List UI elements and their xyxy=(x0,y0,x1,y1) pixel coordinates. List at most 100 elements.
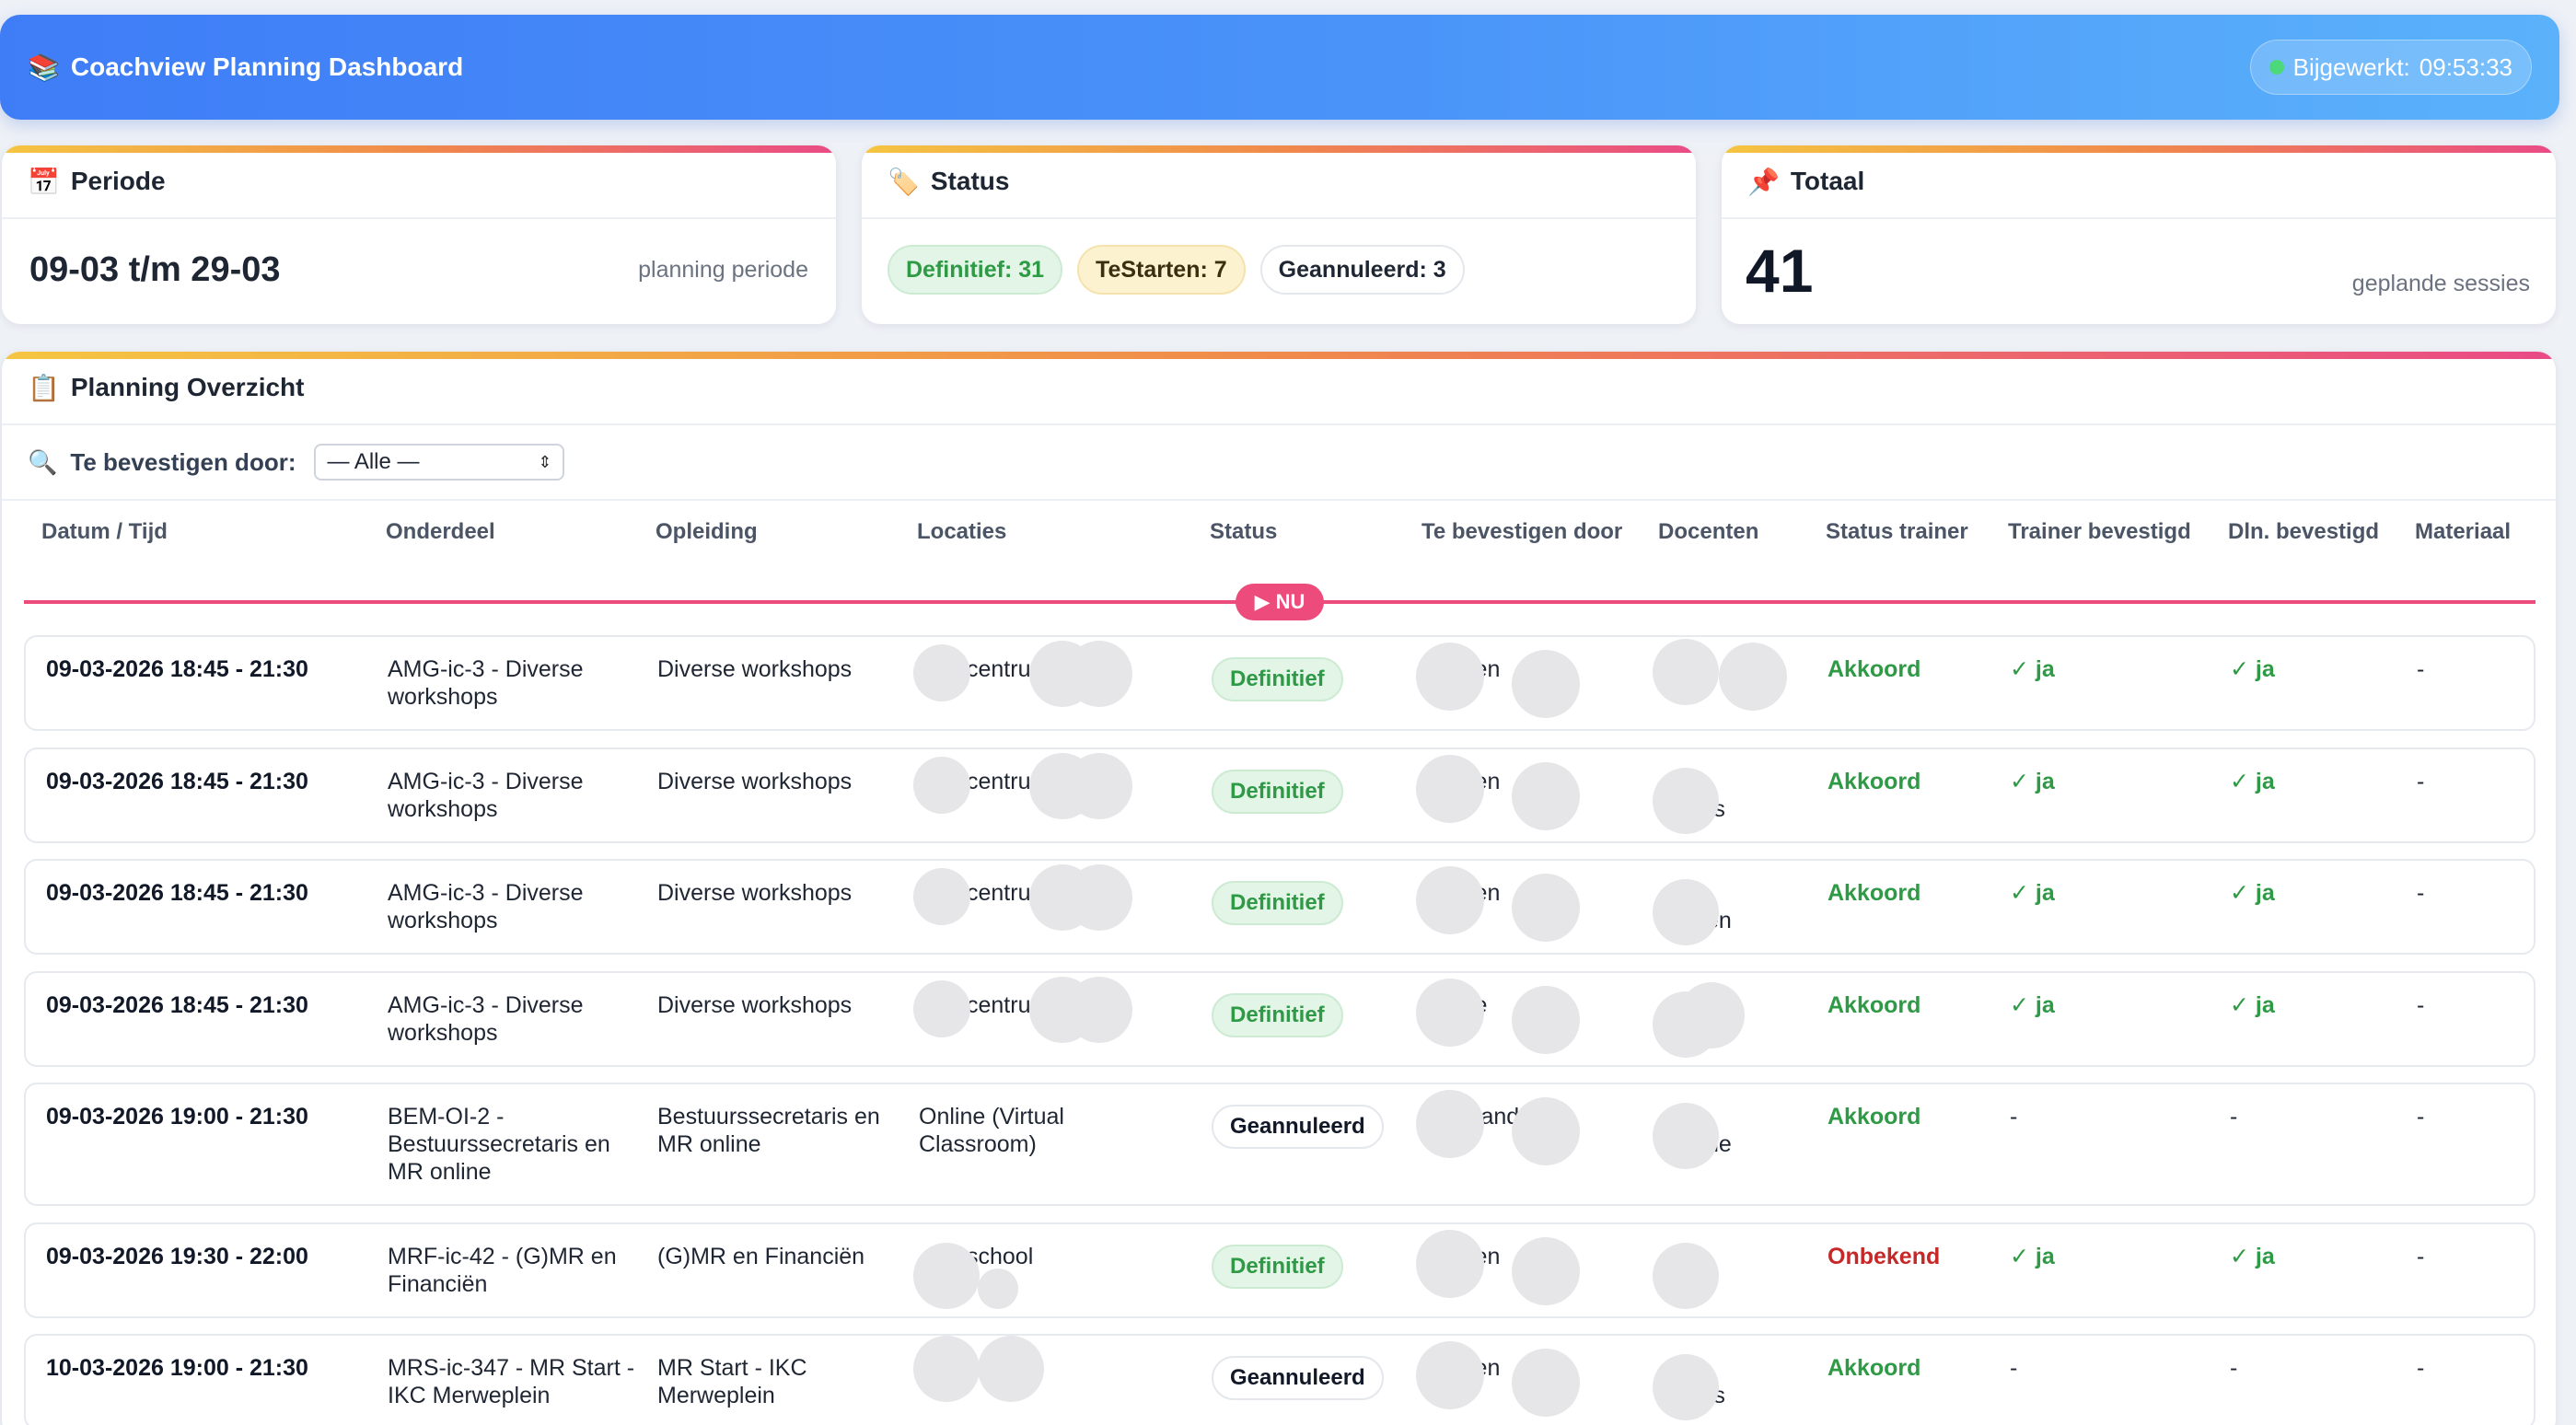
cell-status-trainer: Onbekend xyxy=(1828,1244,1941,1269)
status-title: Status xyxy=(930,167,1010,195)
redaction-blur xyxy=(1653,639,1719,705)
periode-value: 09-03 t/m 29-03 xyxy=(29,249,281,289)
redaction-blur xyxy=(1653,879,1719,945)
planning-overview-header: 📋 Planning Overzicht xyxy=(2,352,2556,425)
last-updated-badge: Bijgewerkt: 09:53:33 xyxy=(2249,40,2532,95)
cell-docenten: rs xyxy=(1706,795,1844,823)
redaction-blur xyxy=(913,757,970,814)
cell-materiaal: - xyxy=(2417,1104,2425,1130)
col-onderdeel[interactable]: Onderdeel xyxy=(386,519,495,544)
redaction-blur xyxy=(1416,1230,1484,1298)
live-dot-icon xyxy=(2269,60,2284,75)
cell-onderdeel: BEM-OI-2 - Bestuurssecretaris en MR onli… xyxy=(388,1104,610,1185)
cell-onderdeel: AMG-ic-3 - Diverse workshops xyxy=(388,992,584,1046)
cell-trainer-bevestigd: ✓ ja xyxy=(2010,992,2055,1018)
col-datum-tijd[interactable]: Datum / Tijd xyxy=(41,519,168,544)
status-badge: Definitief xyxy=(1212,657,1343,701)
cell-status-trainer: Akkoord xyxy=(1828,1355,1921,1381)
redaction-blur xyxy=(1653,1103,1719,1169)
cell-onderdeel: AMG-ic-3 - Diverse workshops xyxy=(388,769,584,822)
cell-status-trainer: Akkoord xyxy=(1828,880,1921,906)
redaction-blur xyxy=(1416,1090,1484,1158)
search-icon: 🔍 xyxy=(28,447,58,476)
cell-dln-bevestigd: - xyxy=(2230,1104,2238,1130)
cell-dln-bevestigd: ✓ ja xyxy=(2230,992,2275,1018)
select-updown-icon: ⇕ xyxy=(538,452,552,471)
redaction-blur xyxy=(1416,866,1484,934)
confirm-by-select-value: — Alle — xyxy=(327,449,420,474)
cell-opleiding: (G)MR en Financiën xyxy=(657,1244,865,1269)
confirm-by-select[interactable]: — Alle — ⇕ xyxy=(314,444,565,481)
status-card-header: 🏷️ Status xyxy=(862,145,1696,219)
cell-locatie: school xyxy=(967,1244,1034,1269)
cell-materiaal: - xyxy=(2417,656,2425,682)
cell-trainer-bevestigd: ✓ ja xyxy=(2010,1244,2055,1269)
cell-docenten: ne xyxy=(1706,1131,1732,1157)
col-opleiding[interactable]: Opleiding xyxy=(656,519,758,544)
table-row[interactable]: 09-03-2026 18:45 - 21:30 AMG-ic-3 - Diver… xyxy=(24,859,2535,955)
status-badge: Geannuleerd xyxy=(1212,1356,1384,1400)
redaction-blur xyxy=(1512,1237,1580,1305)
app-header: 📚 Coachview Planning Dashboard Bijgewerk… xyxy=(0,15,2559,120)
cell-onderdeel: MRS-ic-347 - MR Start - IKC Merweplein xyxy=(388,1355,635,1408)
redaction-blur xyxy=(913,644,970,701)
status-badge: Geannuleerd xyxy=(1212,1105,1384,1149)
cell-materiaal: - xyxy=(2417,1355,2425,1381)
testarten-count-badge: TeStarten: 7 xyxy=(1077,245,1246,295)
col-dln-bevestigd[interactable]: Dln. bevestigd xyxy=(2228,519,2380,544)
now-indicator-badge: ▶ NU xyxy=(1236,584,1324,620)
redaction-blur xyxy=(1416,979,1484,1047)
cell-opleiding: Diverse workshops xyxy=(657,769,853,794)
redaction-blur xyxy=(1416,1341,1484,1409)
redaction-blur xyxy=(1512,1097,1580,1165)
col-trainer-bevestigd[interactable]: Trainer bevestigd xyxy=(2008,519,2191,544)
col-locaties[interactable]: Locaties xyxy=(917,519,1007,544)
cell-opleiding: MR Start - IKC Merweplein xyxy=(657,1355,807,1408)
table-row[interactable]: 09-03-2026 19:00 - 21:30 BEM-OI-2 - Bestu… xyxy=(24,1083,2535,1206)
cell-onderdeel: AMG-ic-3 - Diverse workshops xyxy=(388,880,584,933)
calendar-icon: 📅 xyxy=(28,167,60,196)
cell-opleiding: Diverse workshops xyxy=(657,992,853,1018)
cell-datum-tijd: 10-03-2026 19:00 - 21:30 xyxy=(46,1355,308,1381)
planning-overview-panel: 📋 Planning Overzicht 🔍 Te bevestigen doo… xyxy=(2,352,2556,1425)
totaal-card: 📌 Totaal 41 geplande sessies xyxy=(1722,145,2556,324)
cell-opleiding: Diverse workshops xyxy=(657,880,853,906)
cell-onderdeel: MRF-ic-42 - (G)MR en Financiën xyxy=(388,1244,617,1297)
totaal-value: 41 xyxy=(1746,237,1814,305)
periode-label: planning periode xyxy=(638,256,808,283)
table-row[interactable]: 09-03-2026 18:45 - 21:30 AMG-ic-3 - Diver… xyxy=(24,747,2535,843)
redaction-blur xyxy=(1066,641,1132,707)
table-row[interactable]: 10-03-2026 19:00 - 21:30 MRS-ic-347 - MR … xyxy=(24,1334,2535,1425)
col-materiaal[interactable]: Materiaal xyxy=(2415,519,2512,544)
redaction-blur xyxy=(913,980,970,1037)
cell-locatie: Online (Virtual Classroom) xyxy=(919,1104,1064,1157)
status-badge: Definitief xyxy=(1212,993,1343,1037)
redaction-blur xyxy=(1512,874,1580,942)
table-row[interactable]: 09-03-2026 18:45 - 21:30 AMG-ic-3 - Diver… xyxy=(24,635,2535,731)
definitief-count-badge: Definitief: 31 xyxy=(888,245,1063,295)
periode-card: 📅 Periode 09-03 t/m 29-03 planning perio… xyxy=(2,145,836,324)
cell-opleiding: Diverse workshops xyxy=(657,656,853,682)
status-card: 🏷️ Status Definitief: 31 TeStarten: 7 Ge… xyxy=(862,145,1696,324)
filter-label: Te bevestigen door: xyxy=(70,447,296,476)
periode-card-header: 📅 Periode xyxy=(2,145,836,219)
table-row[interactable]: 09-03-2026 19:30 - 22:00 MRF-ic-42 - (G)M… xyxy=(24,1222,2535,1318)
cell-status-trainer: Akkoord xyxy=(1828,1104,1921,1130)
geannuleerd-count-badge: Geannuleerd: 3 xyxy=(1259,245,1465,295)
col-te-bevestigen-door[interactable]: Te bevestigen door xyxy=(1421,519,1623,544)
updated-label: Bijgewerkt: xyxy=(2292,52,2410,81)
status-badge: Definitief xyxy=(1212,1245,1343,1289)
redaction-blur xyxy=(1719,643,1787,711)
redaction-blur xyxy=(1653,768,1719,834)
cell-status-trainer: Akkoord xyxy=(1828,992,1921,1018)
status-badge: Definitief xyxy=(1212,770,1343,814)
table-row[interactable]: 09-03-2026 18:45 - 21:30 AMG-ic-3 - Diver… xyxy=(24,971,2535,1067)
redaction-blur xyxy=(1512,762,1580,830)
periode-title: Periode xyxy=(70,167,166,195)
col-docenten[interactable]: Docenten xyxy=(1658,519,1759,544)
updated-time: 09:53:33 xyxy=(2419,52,2512,81)
col-status-trainer[interactable]: Status trainer xyxy=(1826,519,1968,544)
totaal-label: geplande sessies xyxy=(2351,271,2530,296)
totaal-card-header: 📌 Totaal xyxy=(1722,145,2556,219)
col-status[interactable]: Status xyxy=(1210,519,1278,544)
